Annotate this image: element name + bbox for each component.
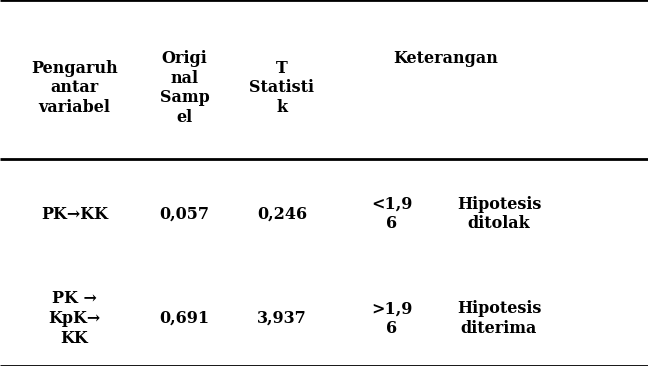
Text: Origi
nal
Samp
el: Origi nal Samp el <box>160 50 209 126</box>
Text: T
Statisti
k: T Statisti k <box>249 60 314 116</box>
Text: Hipotesis
diterima: Hipotesis diterima <box>457 300 541 337</box>
Text: >1,9
6: >1,9 6 <box>371 300 413 337</box>
Text: 0,246: 0,246 <box>257 206 307 223</box>
Text: Keterangan: Keterangan <box>393 50 498 67</box>
Text: 0,057: 0,057 <box>159 206 210 223</box>
Text: PK→KK: PK→KK <box>41 206 108 223</box>
Text: PK →
KpK→
KK: PK → KpK→ KK <box>49 290 100 347</box>
Text: 0,691: 0,691 <box>159 310 210 327</box>
Text: <1,9
6: <1,9 6 <box>371 196 413 232</box>
Text: 3,937: 3,937 <box>257 310 307 327</box>
Text: Pengaruh
antar
variabel: Pengaruh antar variabel <box>31 60 118 116</box>
Text: Hipotesis
ditolak: Hipotesis ditolak <box>457 196 541 232</box>
